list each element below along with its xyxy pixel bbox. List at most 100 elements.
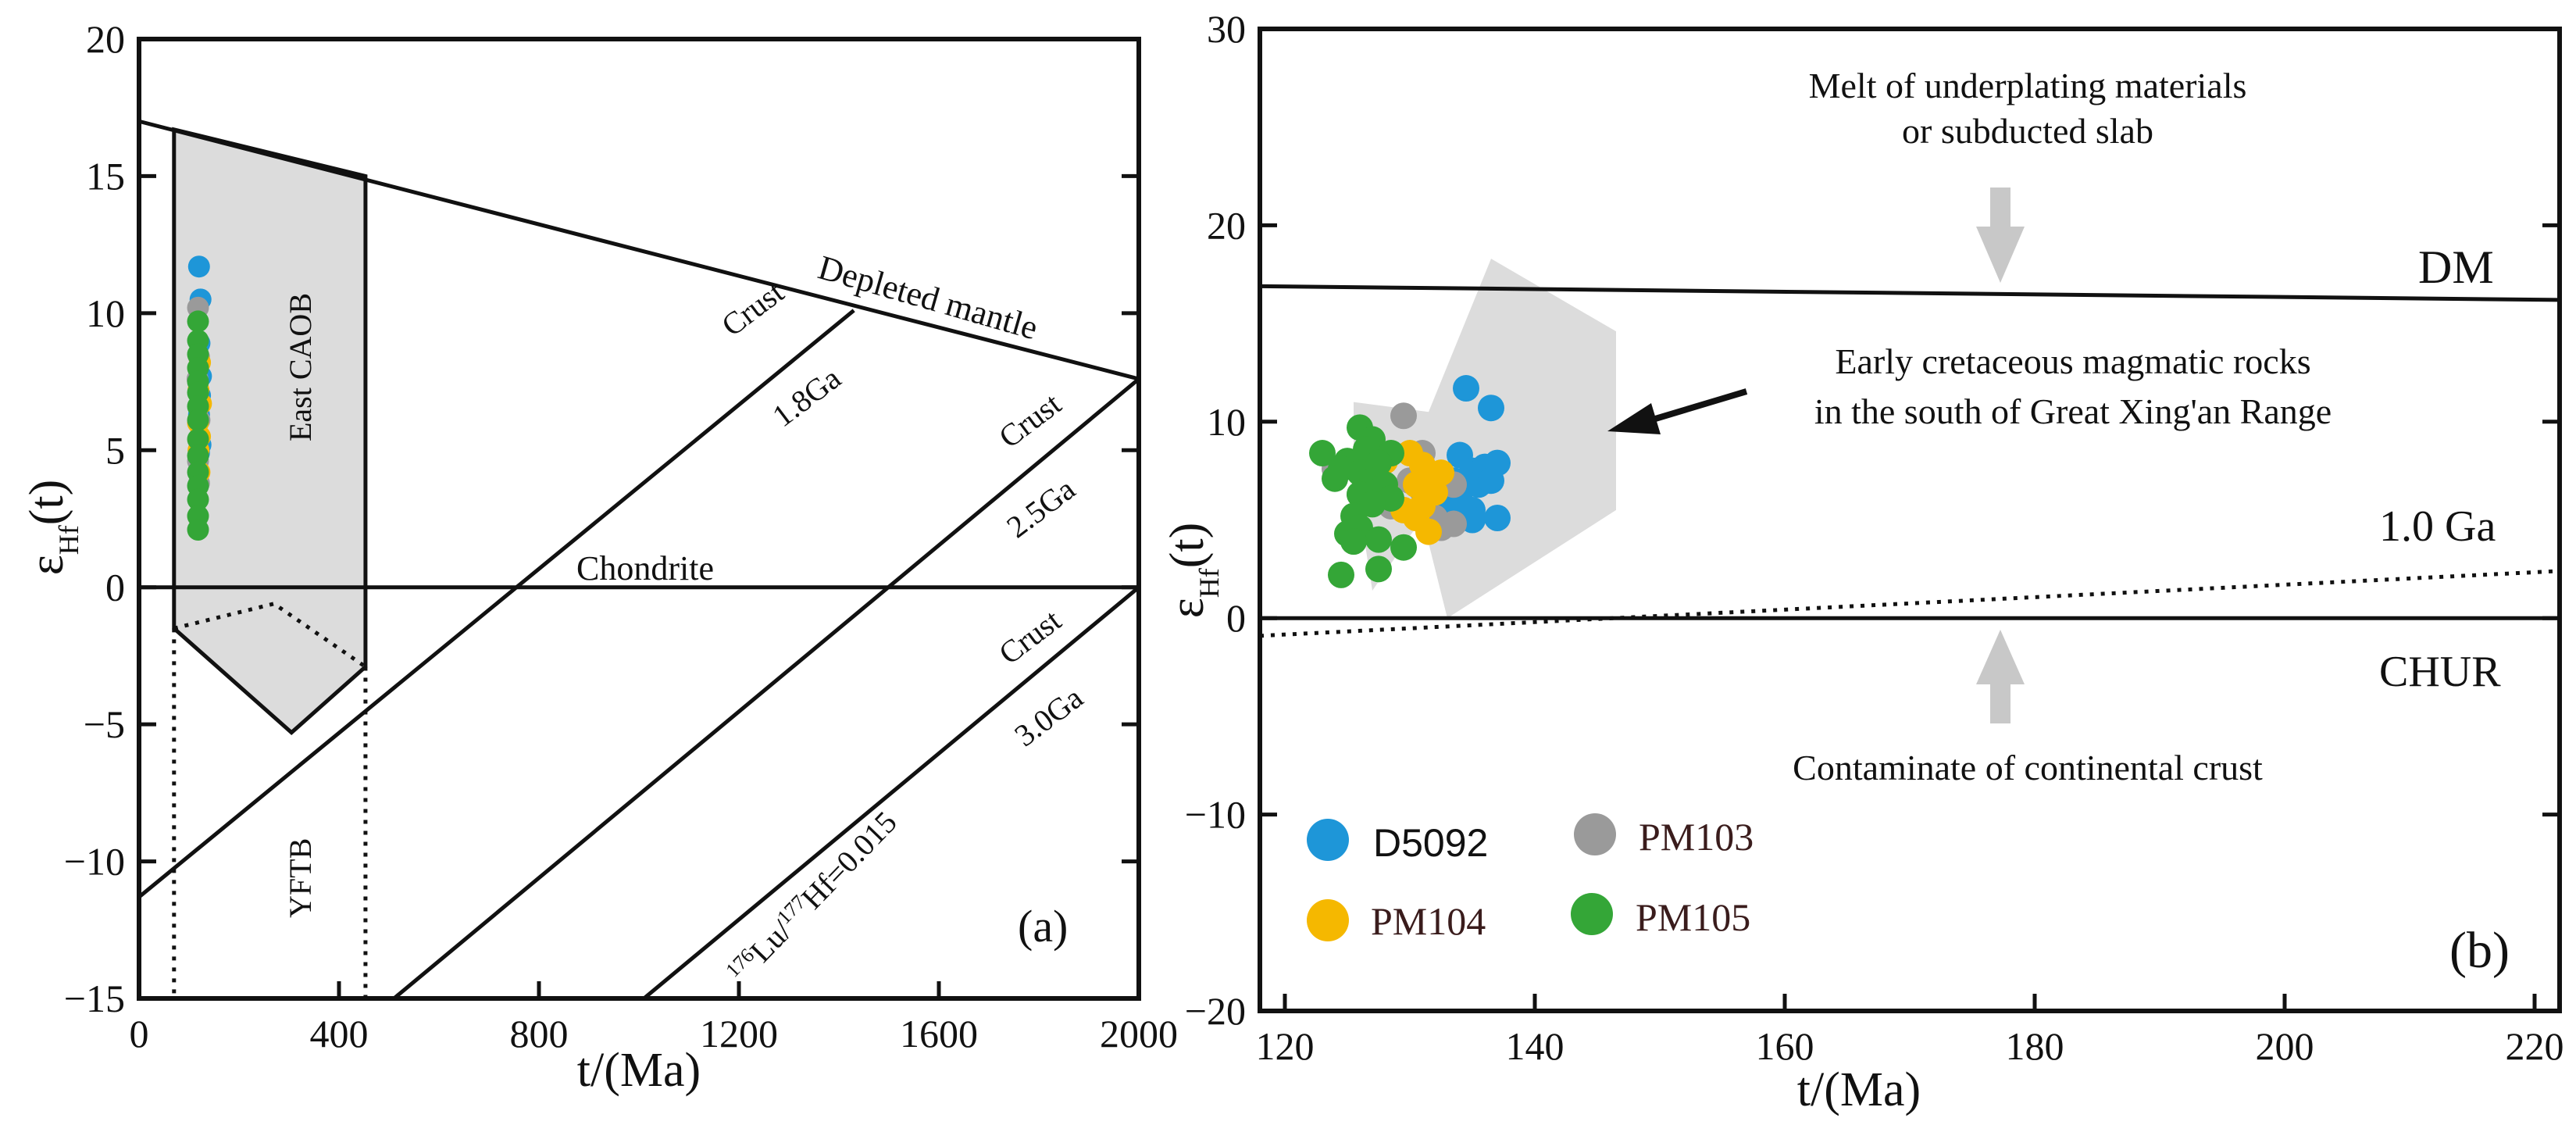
point-pm105 [1365,555,1392,583]
legend-item-pm104: PM104 [1307,899,1486,943]
east-caob-region [172,127,368,736]
panel-b-y-tick-label: 20 [1207,203,1246,247]
point-d5092 [1453,375,1479,402]
panel-b-y-tick-label: 30 [1207,7,1246,51]
panel-a-y-tick-label: 10 [86,291,125,335]
panel-a-points [186,255,212,541]
chondrite-label: Chondrite [576,549,714,588]
point-d5092 [1478,395,1504,422]
line-crust-1-8ga [137,309,855,899]
panel-a-x-tick-label: 800 [510,1012,569,1055]
panel-a-y-tick-label: 15 [86,154,125,198]
panel-a-x-axis-label: t/(Ma) [577,1044,701,1097]
crust-25-label-a: Crust [992,386,1067,455]
point-pm105 [1390,534,1417,561]
svg-text:PM104: PM104 [1371,899,1486,943]
dotted-boundary [173,602,367,669]
panel-a-ticks: 0 400 800 1200 1600 2000 −15 −10 −5 0 5 10 15 20 [64,17,1178,1055]
contaminate-annotation: Contaminate of continental crust [1793,748,2263,788]
chur-label: CHUR [2379,648,2501,696]
panel-b-frame [1258,27,2562,1013]
panel-b-x-tick-label: 220 [2506,1024,2564,1068]
point-pm105 [187,519,209,541]
point-pm105 [1365,526,1392,553]
panel-b-x-axis-label: t/(Ma) [1797,1063,1921,1116]
lu-hf-ratio-label: 176Lu/177Hf=0.015 [721,804,904,991]
line-depleted-mantle [138,119,1140,381]
point-pm105 [187,409,209,431]
legend-item-pm105: PM105 [1571,893,1750,939]
legend-item-pm103: PM103 [1574,813,1754,859]
panel-a-y-tick-label: −15 [64,977,125,1020]
point-pm105 [1340,528,1367,555]
panel-a-x-tick-label: 0 [130,1012,149,1055]
panel-a-dotted-boundaries [172,602,368,998]
panel-a-frame [137,37,1141,1001]
point-pm105 [187,488,209,511]
panel-b-x-tick-label: 140 [1506,1024,1565,1068]
svg-text:D5092: D5092 [1373,821,1488,865]
east-caob-label: East CAOB [283,293,318,441]
panel-b-y-axis-label: εHf(t) [1161,523,1225,619]
panel-b-label: (b) [2449,922,2510,979]
panel-a-x-tick-label: 2000 [1100,1012,1178,1055]
dm-label: DM [2418,241,2494,293]
early-cretaceous-line2: in the south of Great Xing'an Range [1814,391,2332,431]
svg-text:PM105: PM105 [1636,895,1750,939]
point-pm105 [187,428,209,451]
left-arrow-icon [1607,388,1748,434]
panel-a-x-tick-label: 1600 [900,1012,978,1055]
panel-b-y-tick-label: −20 [1185,989,1246,1033]
panel-b-x-tick-label: 180 [2006,1024,2064,1068]
panel-a-y-tick-label: 20 [86,17,125,61]
panel-b-x-tick-label: 200 [2256,1024,2314,1068]
depleted-mantle-label: Depleted mantle [814,248,1042,348]
panel-b-x-tick-label: 120 [1256,1024,1315,1068]
panel-b-lines [1259,284,2560,638]
panel-a-lines [137,119,1140,1000]
point-pm105 [1322,465,1348,492]
early-cretaceous-line1: Early cretaceous magmatic rocks [1835,341,2310,381]
line-crust-2-5ga [392,377,1140,1000]
panel-a-y-tick-label: −10 [64,840,125,884]
point-pm105 [1328,561,1354,588]
line-1-0-ga [1259,569,2560,638]
point-d5092 [1484,504,1511,531]
point-pm105 [187,310,209,333]
point-pm105 [187,445,209,467]
yftb-label: YFTB [283,838,318,918]
panel-b-points [1309,375,1511,588]
legend: D5092 PM103 PM104 PM105 [1307,813,1754,943]
point-d5092 [1478,467,1504,495]
point-d5092 [187,255,210,278]
panel-b-y-tick-label: 10 [1207,400,1246,444]
panel-a-y-tick-label: 0 [105,566,125,609]
panel-b-y-tick-label: −10 [1185,793,1246,837]
up-arrow-icon [1976,630,2025,723]
legend-item-d5092: D5092 [1307,819,1488,865]
crust-30-label-b: 3.0Ga [1008,680,1089,753]
early-cretaceous-region [1354,259,1616,619]
down-arrow-icon [1976,188,2025,283]
svg-text:PM103: PM103 [1639,815,1754,859]
melt-annotation-line1: Melt of underplating materials [1809,66,2247,105]
point-pm103 [1390,402,1417,430]
panel-a: 0 400 800 1200 1600 2000 −15 −10 −5 0 5 10 15 20 Depl… [20,17,1178,1097]
panel-b-y-tick-label: 0 [1226,596,1246,640]
point-pm105 [1309,440,1336,467]
melt-annotation-line2: or subducted slab [1902,111,2153,151]
panel-b-x-tick-label: 160 [1756,1024,1814,1068]
panel-a-y-axis-label: εHf(t) [20,480,84,576]
panel-a-x-tick-label: 1200 [700,1012,778,1055]
panel-a-x-tick-label: 400 [310,1012,369,1055]
line-crust-3-0ga [642,585,1140,1000]
ga-1-label: 1.0 Ga [2379,502,2496,551]
panel-a-y-tick-label: −5 [84,702,125,746]
panel-b-ticks: 120 140 160 180 200 220 −20 −10 0 10 20 30 [1185,7,2564,1068]
panel-a-y-tick-label: 5 [105,428,125,472]
panel-a-label: (a) [1018,901,1068,952]
line-dm [1259,284,2560,302]
panel-b: 120 140 160 180 200 220 −20 −10 0 10 20 30 DM 1.0 G… [1161,7,2564,1116]
crust-30-label-a: Crust [992,602,1067,671]
